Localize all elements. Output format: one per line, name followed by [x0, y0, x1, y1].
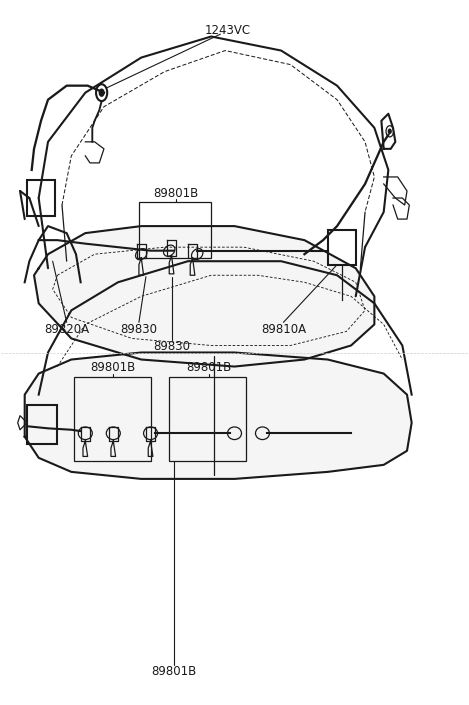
Text: 89810A: 89810A [261, 323, 306, 336]
Text: 1243VC: 1243VC [204, 25, 250, 37]
Text: 89830: 89830 [121, 323, 158, 336]
Circle shape [99, 89, 104, 96]
Polygon shape [34, 226, 374, 367]
Bar [169, 377, 246, 461]
Text: 89801B: 89801B [153, 187, 199, 200]
Text: 89801B: 89801B [186, 362, 232, 374]
Text: 89820A: 89820A [44, 323, 89, 336]
Bar [27, 405, 57, 443]
Bar [74, 377, 151, 461]
Bar [328, 230, 356, 264]
Bar [139, 202, 211, 258]
Polygon shape [25, 352, 412, 479]
Circle shape [388, 129, 391, 133]
Text: 89801B: 89801B [91, 362, 136, 374]
Text: 89830: 89830 [153, 341, 190, 353]
Bar [27, 180, 55, 216]
Text: 89801B: 89801B [151, 665, 197, 678]
